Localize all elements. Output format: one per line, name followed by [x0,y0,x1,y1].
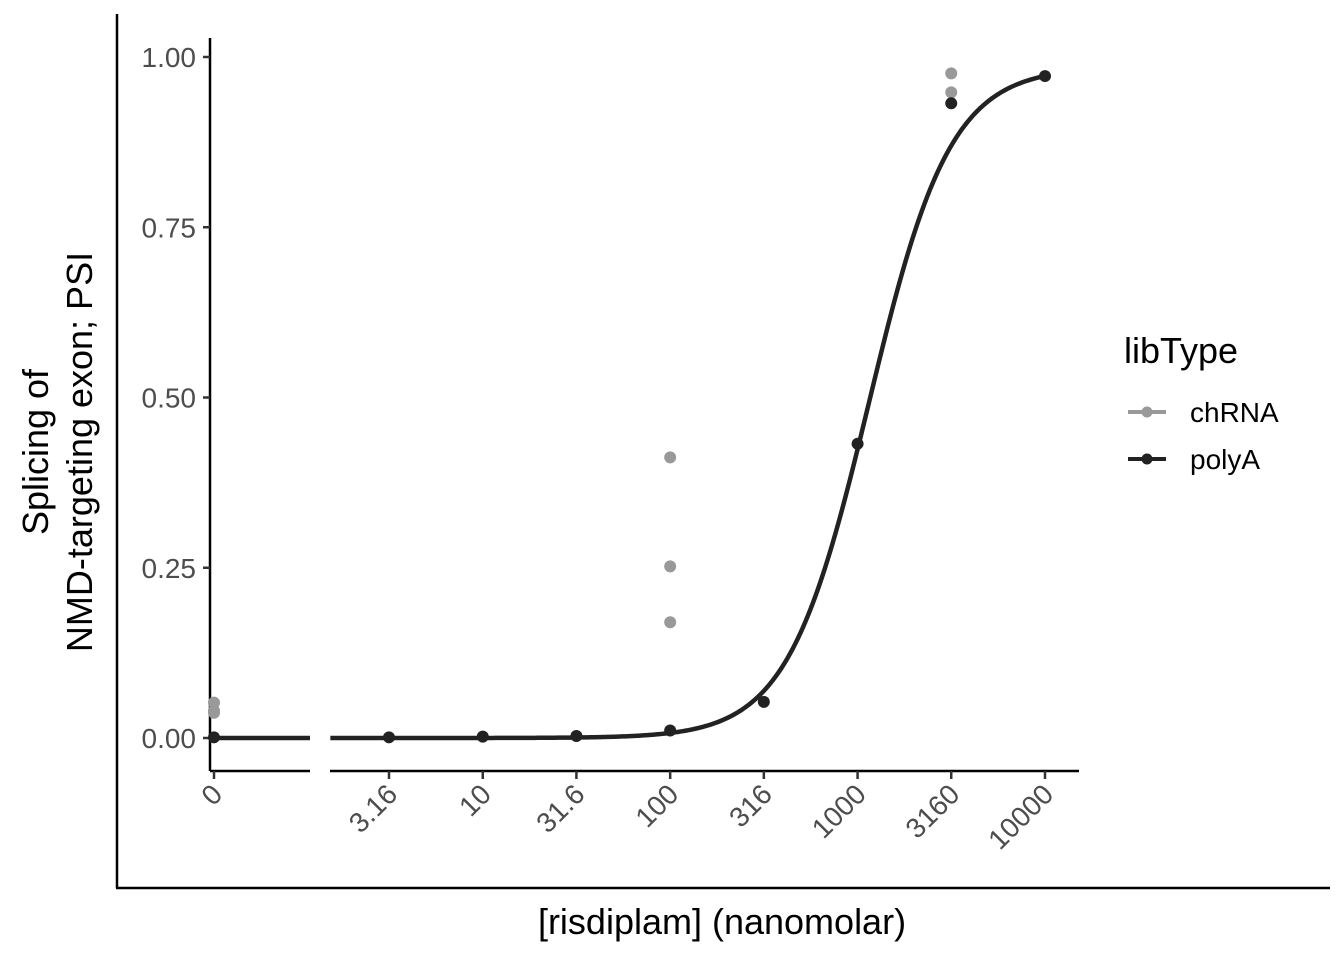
y-tick-label: 1.00 [142,42,197,73]
y-axis-title: Splicing of NMD-targeting exon; PSI [15,252,100,652]
y-axis-title-line1: Splicing of [15,368,56,535]
x-tick-label: 316 [723,778,778,833]
data-point-chrna [945,86,958,99]
data-point-polya [383,731,395,744]
data-point-polya [851,437,864,450]
x-tick-label: 10 [453,778,497,822]
y-tick-label: 0.00 [142,723,197,754]
data-points [208,67,1051,744]
x-tick-label: 3160 [900,778,966,844]
data-point-polya [757,695,770,708]
fit-line-main-panel [330,73,1046,741]
legend-key-point-polya [1141,453,1153,465]
legend-title: libType [1124,330,1238,371]
legend-label-polya: polyA [1190,444,1260,475]
x-axis-title: [risdiplam] (nanomolar) [538,901,906,942]
legend: libType chRNA polyA [1124,330,1279,475]
x-tick-label: 100 [629,778,684,833]
legend-key-point-chrna [1141,406,1153,418]
x-tick-label: 0 [195,778,228,811]
y-axis-ticks: 0.00 0.25 0.50 0.75 1.00 [142,42,210,754]
data-point-polya [664,724,677,737]
data-point-polya [570,729,583,742]
y-tick-label: 0.50 [142,383,197,414]
x-axis-ticks: 0 3.16 10 31.6 100 316 1000 3160 10000 [195,771,1059,855]
x-tick-label: 10000 [982,778,1059,855]
data-point-chrna [664,616,677,629]
data-point-chrna [664,560,677,573]
y-tick-label: 0.25 [142,553,197,584]
x-tick-label: 31.6 [530,778,590,838]
data-point-chrna [945,67,958,80]
y-axis-title-line2: NMD-targeting exon; PSI [59,252,100,652]
fit-curve [210,73,1046,741]
data-point-polya [476,730,489,743]
legend-item-chrna: chRNA [1128,397,1279,428]
data-point-chrna [208,706,220,719]
data-point-polya [1039,70,1051,83]
x-tick-label: 3.16 [343,778,403,838]
legend-item-polya: polyA [1128,444,1260,475]
data-point-polya [208,731,220,744]
legend-label-chrna: chRNA [1190,397,1279,428]
data-point-polya [945,97,958,110]
data-point-chrna [664,451,677,464]
x-tick-label: 1000 [806,778,872,844]
y-tick-label: 0.75 [142,212,197,243]
